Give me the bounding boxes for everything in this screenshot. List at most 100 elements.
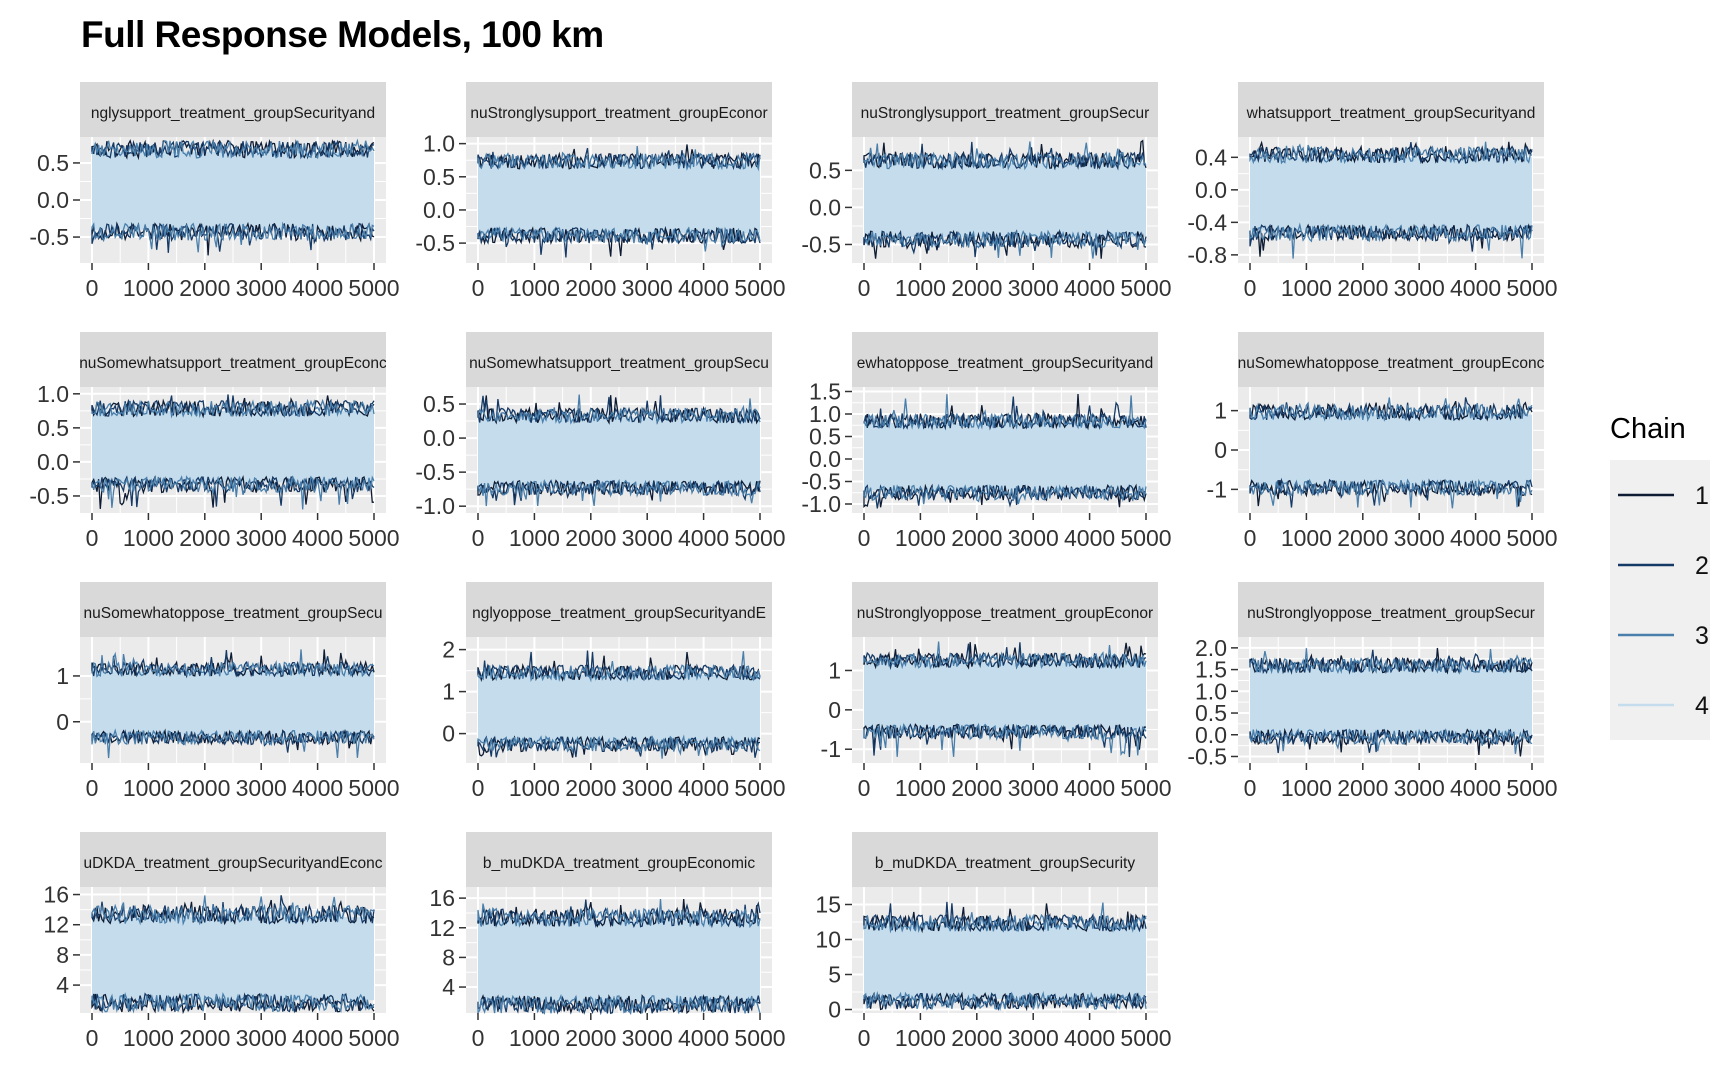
x-tick-label: 5000 (1506, 275, 1557, 301)
x-tick-label: 1000 (123, 275, 174, 301)
x-tick-label: 3000 (236, 275, 287, 301)
y-tick-label: 0 (1214, 437, 1227, 463)
x-tick-label: 1000 (895, 525, 946, 551)
x-tick-label: 0 (858, 1025, 871, 1051)
trace-line-chain-3-lower (477, 226, 761, 252)
y-tick-label: -0.5 (801, 231, 841, 257)
trace-line-chain-3-upper (863, 141, 1147, 171)
x-tick-label: 0 (86, 1025, 99, 1051)
facet-panel-7: ewhatoppose_treatment_groupSecurityand 1.… (801, 332, 1172, 551)
facet-panel-10: nglyoppose_treatment_groupSecurityandE 2 1… (442, 582, 786, 801)
trace-line-chain-3-lower (477, 993, 761, 1016)
x-tick-label: 5000 (1506, 775, 1557, 801)
facet-panel-8: nuSomewhatoppose_treatment_groupEconc10-… (1207, 332, 1558, 551)
trace-band-chain-4 (1250, 157, 1532, 231)
y-tick-label: 0.5 (423, 164, 455, 190)
facet-strip (466, 832, 772, 887)
y-tick-label: 16 (43, 882, 69, 908)
trace-band-chain-4 (478, 674, 760, 742)
facet-panel-5: nuSomewhatsupport_treatment_groupEconc 1.… (29, 332, 400, 551)
trace-band-chain-4 (92, 917, 374, 1001)
facet-strip (852, 582, 1158, 637)
y-tick-label: 0.0 (37, 449, 69, 475)
y-tick-label: -0.5 (29, 224, 69, 250)
y-tick-label: 0.5 (37, 150, 69, 176)
trace-band-chain-4 (92, 151, 374, 230)
x-tick-label: 0 (472, 1025, 485, 1051)
y-tick-label: 0 (56, 709, 69, 735)
x-tick-label: 1000 (1281, 275, 1332, 301)
trace-line-chain-3-lower (91, 475, 375, 510)
trace-band-chain-4 (478, 920, 760, 1002)
trace-line-chain-2-lower (477, 479, 761, 506)
trace-line-chain-3-upper (91, 649, 375, 678)
facet-strip-label: nuSomewhatsupport_treatment_groupEconc (79, 355, 387, 372)
x-tick-label: 0 (1244, 275, 1257, 301)
x-tick-label: 1000 (895, 1025, 946, 1051)
facet-panel-12: nuStronglyoppose_treatment_groupSecur 2.0… (1187, 582, 1558, 801)
facet-strip-label: nuStronglyoppose_treatment_groupEconor (857, 605, 1153, 622)
facet-strip (466, 82, 772, 137)
y-tick-label: 0 (828, 997, 841, 1023)
legend-label-chain-1: 1 (1695, 482, 1709, 510)
x-tick-label: 3000 (1008, 1025, 1059, 1051)
trace-line-chain-3-lower (91, 991, 375, 1014)
legend-label-chain-2: 2 (1695, 552, 1709, 580)
legend: Chain 1 2 3 4 (1610, 413, 1710, 740)
x-tick-label: 2000 (951, 275, 1002, 301)
x-tick-label: 2000 (565, 775, 616, 801)
y-tick-label: -1.0 (801, 491, 841, 517)
x-tick-label: 3000 (1394, 275, 1445, 301)
facet-strip-label: whatsupport_treatment_groupSecurityand (1246, 105, 1536, 122)
y-tick-label: 1 (828, 657, 841, 683)
y-tick-label: 1 (1214, 398, 1227, 424)
x-tick-label: 5000 (1120, 275, 1171, 301)
x-tick-label: 5000 (348, 775, 399, 801)
x-tick-label: 4000 (1450, 525, 1501, 551)
x-tick-label: 2000 (565, 525, 616, 551)
y-tick-label: -0.4 (1187, 209, 1227, 235)
trace-band-chain-4 (478, 163, 760, 234)
trace-line-chain-3-upper (863, 394, 1147, 430)
x-tick-label: 2000 (565, 1025, 616, 1051)
facet-strip (1238, 82, 1544, 137)
x-tick-label: 5000 (348, 525, 399, 551)
y-tick-label: -0.5 (1187, 743, 1227, 769)
x-tick-label: 0 (86, 775, 99, 801)
legend-key-background (1610, 460, 1710, 740)
x-tick-label: 1000 (895, 775, 946, 801)
y-tick-label: -0.8 (1187, 242, 1227, 268)
x-tick-label: 2000 (1337, 525, 1388, 551)
y-tick-label: 5 (828, 962, 841, 988)
y-tick-label: -0.5 (415, 230, 455, 256)
x-tick-label: 2000 (1337, 775, 1388, 801)
x-tick-label: 3000 (1008, 525, 1059, 551)
trace-band-chain-4 (1250, 667, 1532, 735)
x-tick-label: 2000 (951, 1025, 1002, 1051)
x-tick-label: 2000 (179, 775, 230, 801)
y-tick-label: 0.0 (37, 187, 69, 213)
x-tick-label: 3000 (622, 775, 673, 801)
y-tick-label: 0.0 (423, 197, 455, 223)
y-tick-label: -0.5 (415, 459, 455, 485)
x-tick-label: 4000 (1064, 275, 1115, 301)
y-tick-label: -1 (1207, 476, 1227, 502)
y-tick-label: 0.0 (1195, 177, 1227, 203)
trace-line-chain-3-upper (863, 641, 1147, 670)
trace-line-chain-3-lower (863, 722, 1147, 757)
chart-title: Full Response Models, 100 km (81, 14, 604, 55)
facet-strip (80, 332, 386, 387)
trace-line-chain-3-lower (91, 728, 375, 759)
facet-strip (852, 82, 1158, 137)
y-tick-label: -1 (821, 736, 841, 762)
facet-strip (1238, 582, 1544, 637)
y-tick-label: 0.4 (1195, 144, 1227, 170)
legend-label-chain-3: 3 (1695, 622, 1709, 650)
x-tick-label: 4000 (1064, 775, 1115, 801)
facet-strip (852, 332, 1158, 387)
facet-strip-label: nglysupport_treatment_groupSecurityand (91, 105, 375, 122)
facet-strip (80, 82, 386, 137)
facet-strip (466, 582, 772, 637)
y-tick-label: 1 (56, 663, 69, 689)
